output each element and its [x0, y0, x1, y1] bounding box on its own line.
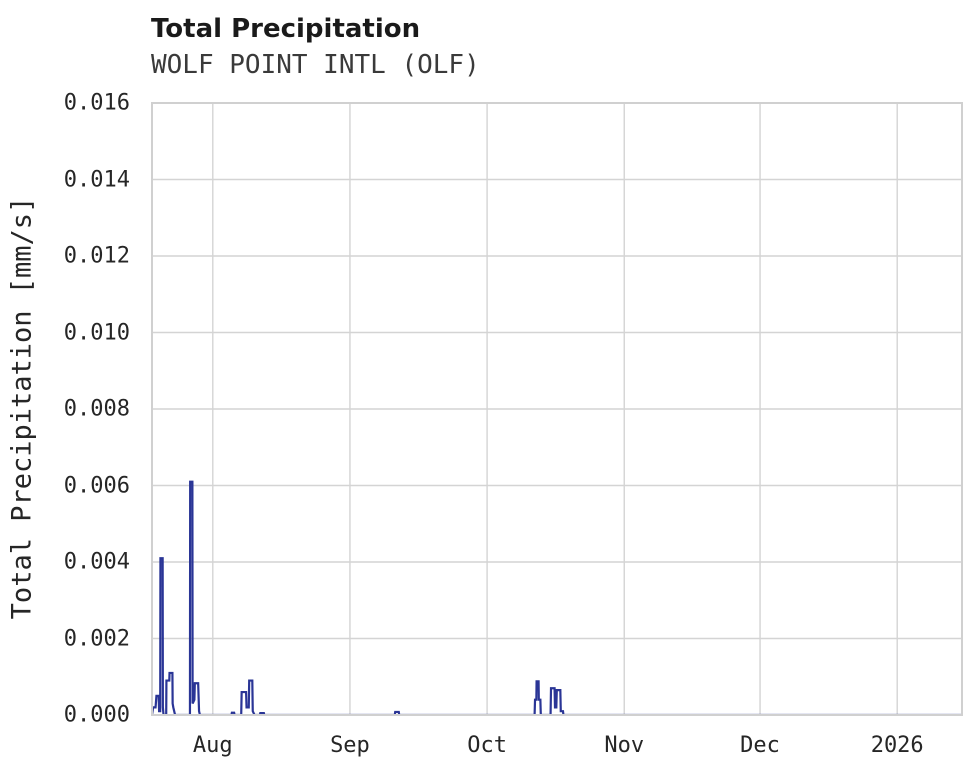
x-tick-label: 2026 — [870, 733, 924, 758]
y-tick-label: 0.002 — [63, 626, 130, 651]
chart-title: Total Precipitation — [151, 14, 421, 44]
x-tick-label: Nov — [604, 733, 645, 758]
precipitation-line — [150, 480, 962, 717]
y-tick-label: 0.008 — [63, 396, 130, 422]
plot-area — [150, 102, 963, 717]
x-tick-label: Dec — [740, 733, 780, 758]
y-tick-label: 0.010 — [63, 320, 130, 345]
y-tick-label: 0.012 — [63, 243, 130, 269]
x-tick-label: Oct — [467, 733, 507, 758]
y-tick-label: 0.016 — [63, 90, 130, 116]
precipitation-chart — [150, 102, 963, 717]
plot-border — [151, 102, 963, 716]
y-tick-label: 0.000 — [63, 702, 130, 728]
y-tick-label: 0.004 — [63, 549, 130, 575]
x-tick-label: Aug — [192, 733, 233, 758]
y-tick-label: 0.006 — [63, 473, 130, 498]
chart-subtitle: WOLF POINT INTL (OLF) — [151, 50, 480, 80]
y-tick-label: 0.014 — [63, 167, 130, 192]
x-tick-label: Sep — [330, 733, 370, 758]
